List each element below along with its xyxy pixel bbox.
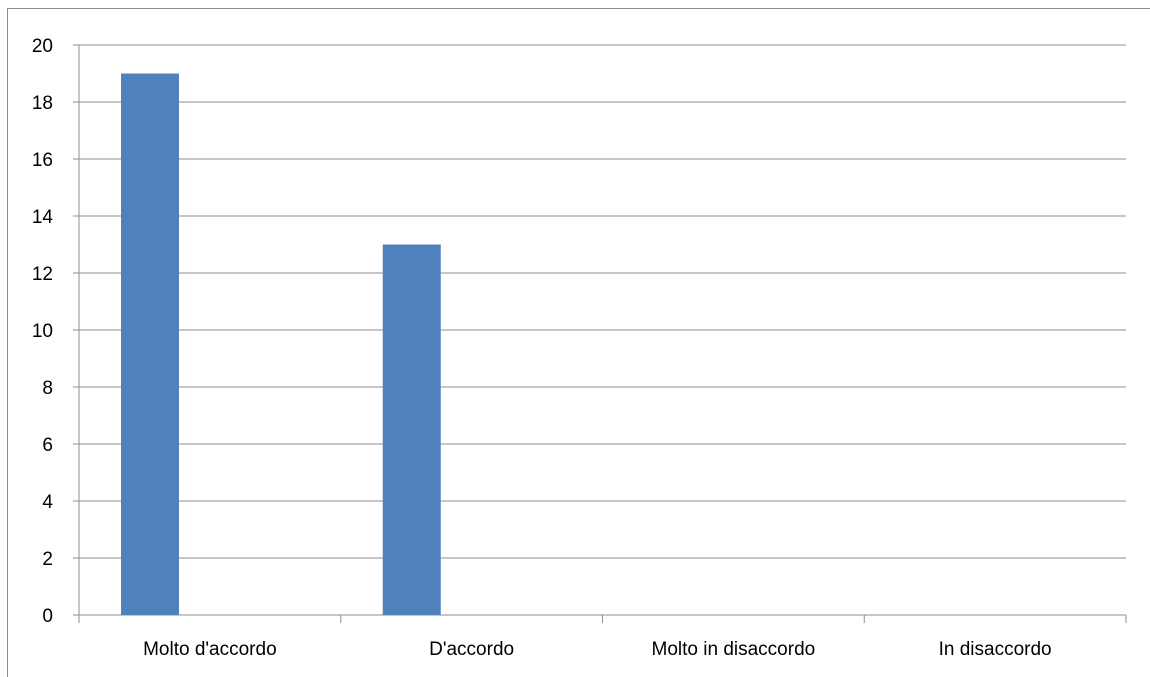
y-tick-label: 0 <box>42 606 53 627</box>
y-tick-label: 14 <box>32 207 54 228</box>
x-category-label: D'accordo <box>429 639 514 660</box>
chart-frame <box>7 8 1150 677</box>
y-tick-labels: 0 2 4 6 8 10 12 14 16 18 20 <box>32 36 54 627</box>
x-category-label: Molto d'accordo <box>143 639 277 660</box>
y-tick-label: 10 <box>32 321 53 342</box>
y-tick-label: 20 <box>32 36 53 57</box>
y-tick-label: 8 <box>42 378 53 399</box>
gridlines <box>73 44 1127 623</box>
y-tick-label: 18 <box>32 93 53 114</box>
axes <box>78 45 1126 616</box>
bars <box>121 73 441 615</box>
y-tick-label: 4 <box>42 492 53 513</box>
y-tick-label: 6 <box>42 435 53 456</box>
x-category-labels: Molto d'accordo D'accordo Molto in disacco… <box>143 639 1052 660</box>
y-tick-label: 2 <box>42 549 53 570</box>
x-category-label: Molto in disaccordo <box>652 639 816 660</box>
y-tick-label: 12 <box>32 264 53 285</box>
bar <box>382 244 441 615</box>
x-category-label: In disaccordo <box>939 639 1052 660</box>
bar <box>121 73 179 615</box>
y-tick-label: 16 <box>32 150 53 171</box>
